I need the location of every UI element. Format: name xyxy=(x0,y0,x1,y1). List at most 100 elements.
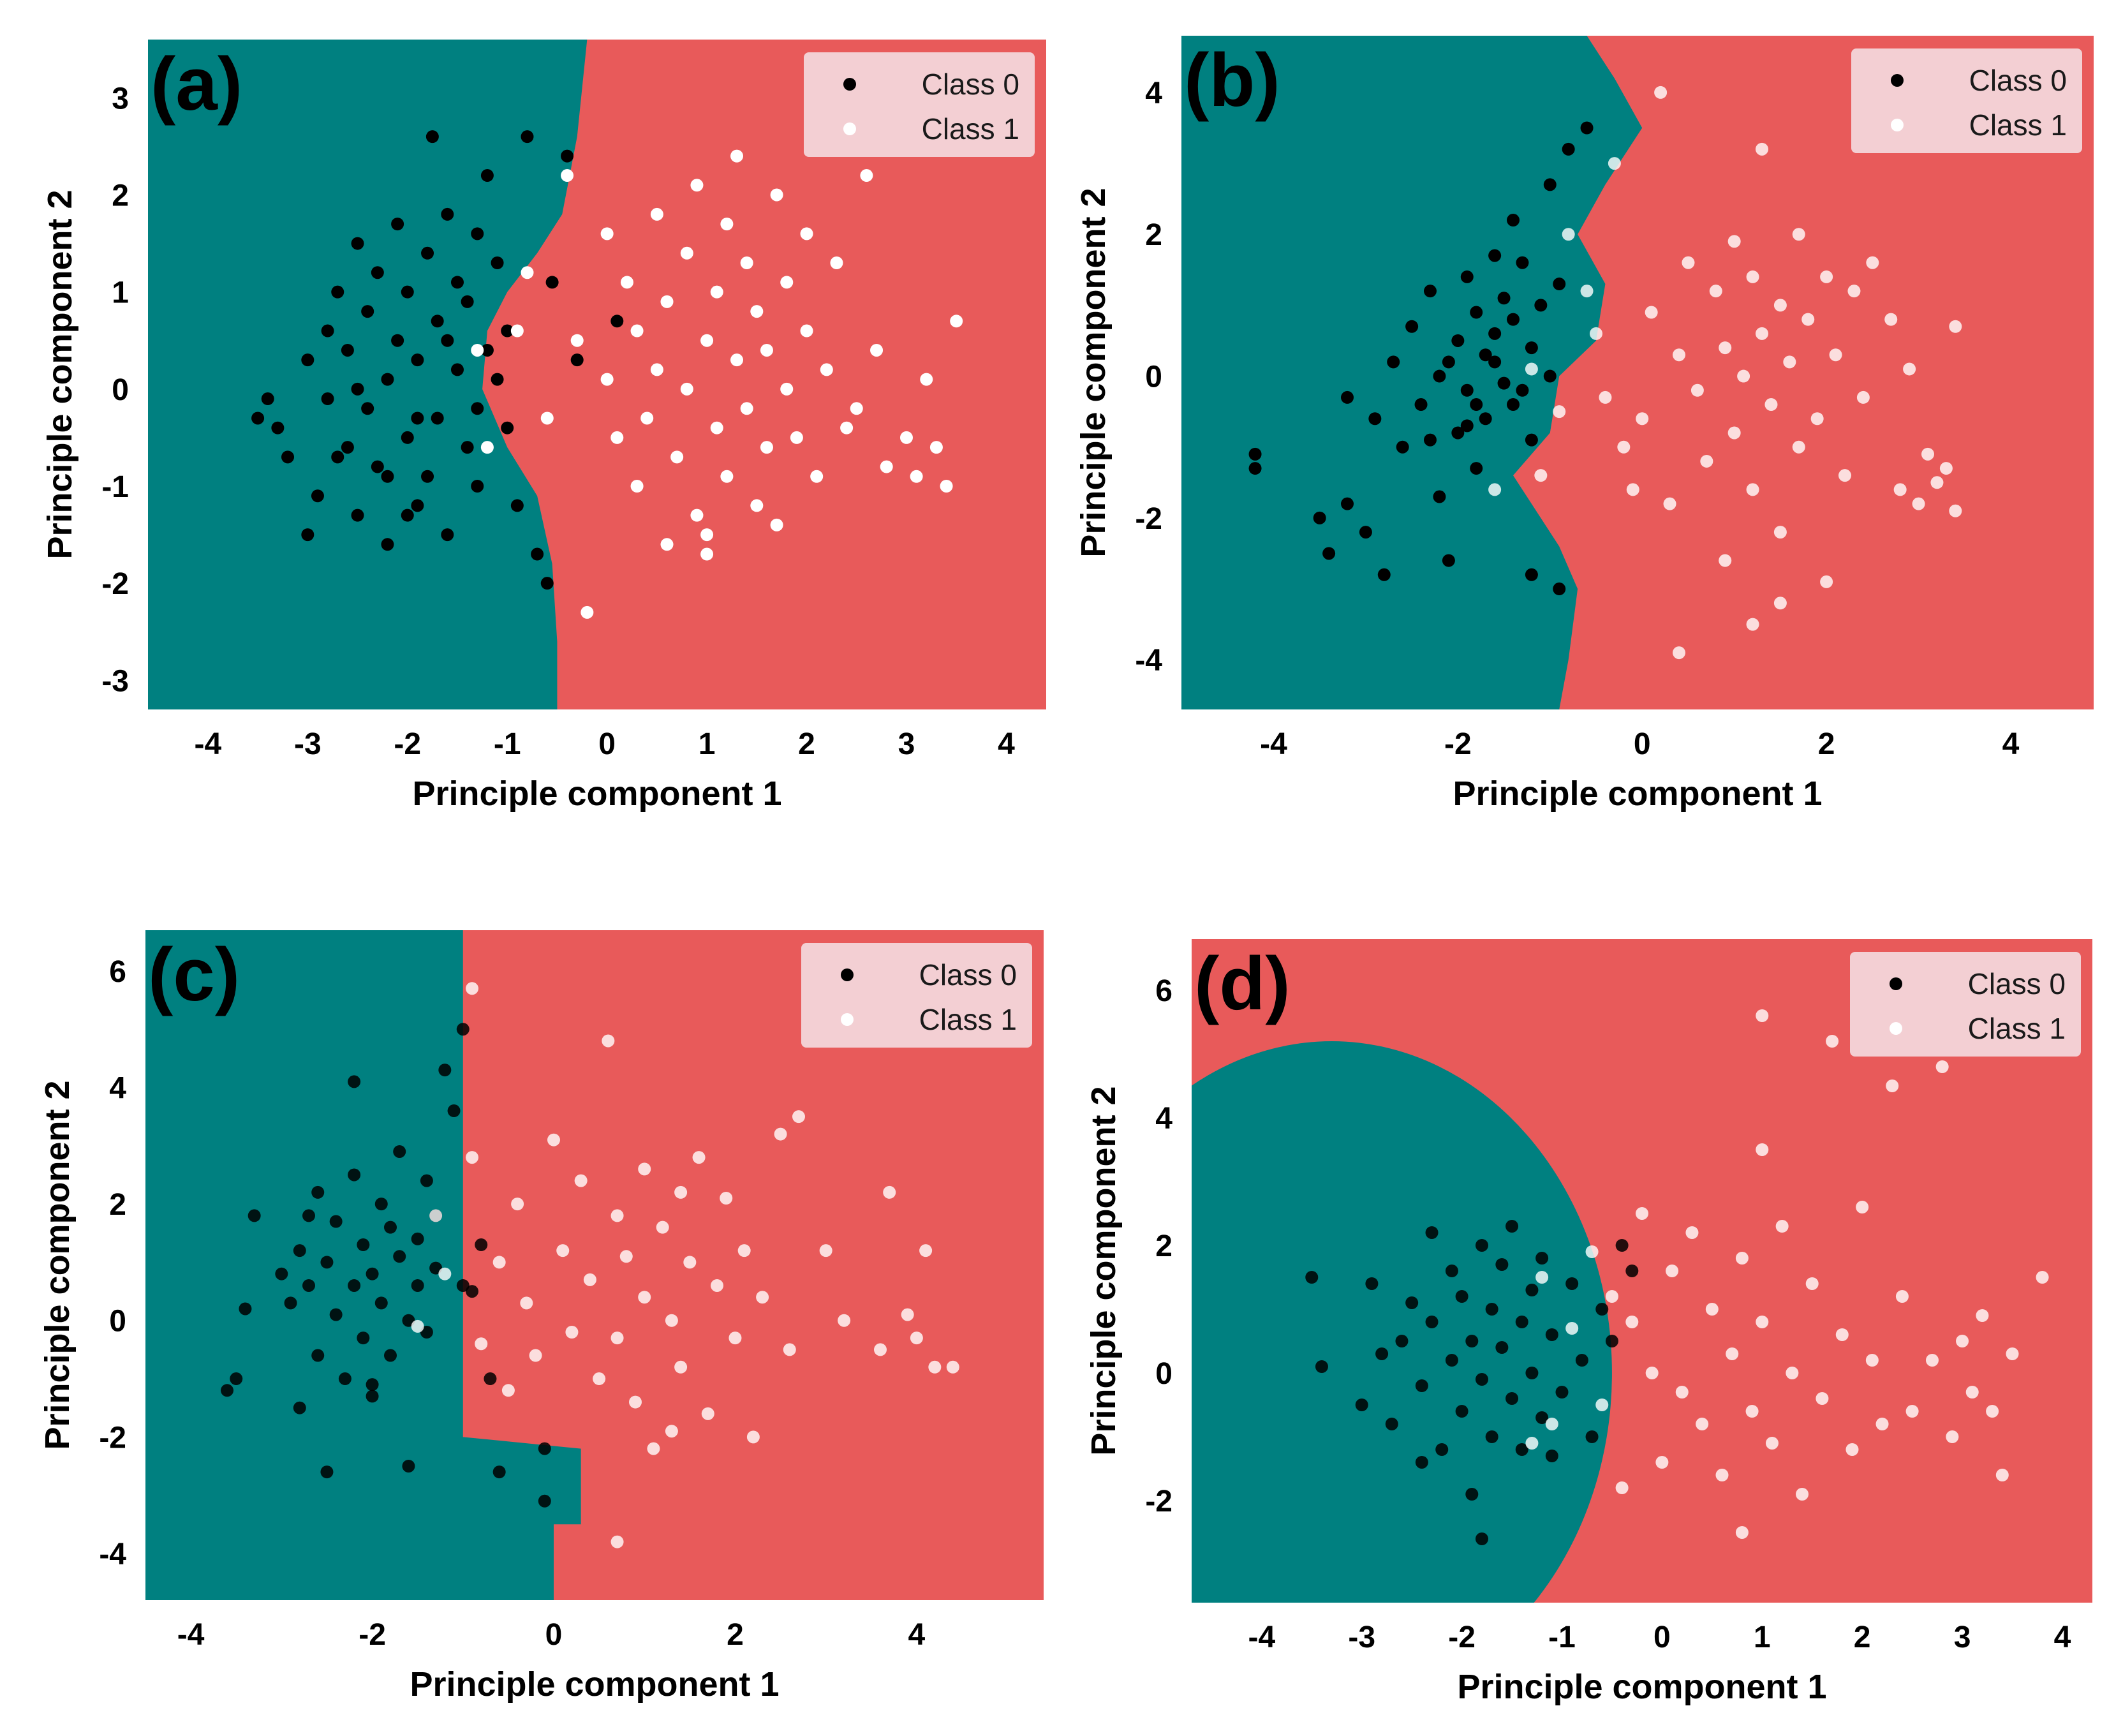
data-point xyxy=(1488,483,1502,496)
data-point xyxy=(425,130,439,144)
x-axis-label: Principle component 1 xyxy=(410,1665,779,1703)
data-point xyxy=(1305,1271,1319,1284)
data-point xyxy=(1895,1290,1909,1303)
series-class-1 xyxy=(1525,1009,2049,1539)
data-point xyxy=(710,285,723,299)
data-point xyxy=(510,324,524,338)
data-point xyxy=(1645,1367,1659,1379)
data-point xyxy=(650,207,663,221)
data-point xyxy=(820,363,833,376)
data-point xyxy=(1396,440,1409,454)
data-point xyxy=(629,1395,642,1409)
data-point xyxy=(1756,1143,1769,1156)
data-point xyxy=(1838,469,1851,482)
data-point xyxy=(466,1151,478,1164)
data-point xyxy=(221,1384,233,1397)
data-point xyxy=(1424,285,1437,298)
data-point xyxy=(1756,1316,1769,1328)
data-point xyxy=(1773,526,1787,539)
x-tick-label: 2 xyxy=(1818,727,1835,761)
data-point xyxy=(1986,1405,1999,1418)
x-tick-label: -2 xyxy=(359,1618,386,1652)
data-point xyxy=(1470,398,1483,412)
data-point xyxy=(1385,1418,1398,1430)
data-point xyxy=(680,246,693,260)
x-tick-label: -3 xyxy=(294,727,322,761)
data-point xyxy=(1805,1277,1819,1290)
data-point xyxy=(538,1494,551,1508)
data-point xyxy=(1930,476,1944,489)
data-point xyxy=(381,538,394,551)
data-point xyxy=(1535,1271,1549,1284)
data-point xyxy=(740,402,753,415)
data-point xyxy=(331,285,344,299)
data-point xyxy=(1636,412,1649,426)
data-point xyxy=(293,1244,306,1257)
data-point xyxy=(230,1372,243,1386)
data-point xyxy=(441,207,454,221)
data-point xyxy=(411,353,424,367)
legend-box xyxy=(804,52,1035,157)
data-point xyxy=(950,315,963,328)
data-point xyxy=(402,1460,415,1473)
data-point xyxy=(1562,228,1575,241)
data-point xyxy=(819,1244,832,1257)
data-point xyxy=(774,1127,787,1141)
data-point xyxy=(239,1302,252,1316)
data-point xyxy=(441,334,454,347)
data-point xyxy=(1455,1405,1468,1418)
data-point xyxy=(540,577,554,590)
data-point xyxy=(1553,582,1566,596)
data-point xyxy=(1425,1226,1439,1239)
panel-a: -4 -3 -2 -1 0 1 2 3 4 -3 -2 -1 0 1 2 3 Principle compone… xyxy=(41,40,1046,813)
data-point xyxy=(610,1209,624,1222)
data-point xyxy=(1377,568,1391,581)
data-point xyxy=(850,402,863,415)
data-point xyxy=(593,1372,606,1386)
data-point xyxy=(393,1145,406,1158)
data-point xyxy=(401,431,414,444)
data-point xyxy=(311,1349,325,1362)
data-point xyxy=(1595,1398,1609,1411)
x-tick-label: 3 xyxy=(898,727,915,761)
data-point xyxy=(1615,1239,1629,1252)
data-point xyxy=(1856,1201,1869,1213)
data-point xyxy=(1545,1450,1558,1462)
data-point xyxy=(475,1238,488,1252)
data-point xyxy=(480,441,494,454)
data-point xyxy=(710,421,723,434)
data-point xyxy=(780,382,794,396)
data-point xyxy=(620,276,633,289)
data-point xyxy=(1365,1277,1379,1290)
data-point xyxy=(261,392,274,406)
data-point xyxy=(1497,292,1511,305)
data-point xyxy=(830,256,843,269)
data-point xyxy=(683,1256,697,1269)
data-point xyxy=(302,1209,315,1222)
x-tick-label: 0 xyxy=(598,727,616,761)
data-point xyxy=(248,1209,261,1222)
x-tick-label: -2 xyxy=(1448,1621,1476,1654)
data-point xyxy=(421,470,434,483)
y-tick-label: -2 xyxy=(101,567,129,601)
y-tick-label: -2 xyxy=(1145,1485,1172,1518)
data-point xyxy=(1705,1303,1719,1316)
data-point xyxy=(1445,1265,1458,1277)
data-point xyxy=(438,1064,452,1077)
data-point xyxy=(665,1425,678,1438)
data-point xyxy=(1470,306,1483,319)
data-point xyxy=(1475,1239,1488,1252)
data-point xyxy=(529,1349,542,1362)
data-point xyxy=(1905,1405,1919,1418)
y-tick-label: -4 xyxy=(1135,644,1162,678)
data-point xyxy=(1792,440,1805,454)
data-point xyxy=(1820,575,1833,588)
legend-marker xyxy=(841,968,854,981)
data-point xyxy=(302,1279,315,1292)
data-point xyxy=(1565,1322,1579,1335)
data-point xyxy=(1442,554,1455,567)
data-point xyxy=(790,431,803,444)
data-point xyxy=(674,1360,688,1374)
x-tick-label: -4 xyxy=(1260,727,1287,761)
data-point xyxy=(800,227,813,241)
